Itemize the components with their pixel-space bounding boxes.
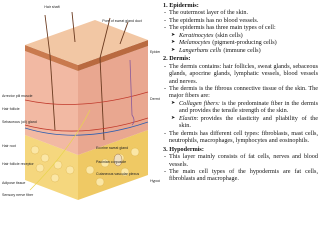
diagram-label: Dermis: [150, 97, 160, 101]
diagram-label: Hair follicle receptor: [2, 162, 35, 166]
bullet-item: The dermis is the fibrous connective tis…: [163, 85, 318, 100]
bullet-item: The dermis has different cell types: fib…: [163, 130, 318, 145]
diagram-label: Cutaneous vascular plexus: [96, 172, 139, 176]
sub-item: Elastin:provides the elasticity and plia…: [163, 115, 318, 130]
diagram-label: Hair root: [2, 144, 16, 148]
sub-item-text: is the predominate fiber in the dermis a…: [179, 99, 318, 115]
bullet-item: The outermost layer of the skin.: [163, 9, 318, 17]
notes: 1. Epidermis:The outermost layer of the …: [163, 1, 318, 183]
diagram-label: Eccrine sweat gland: [96, 146, 128, 150]
bullet-item: The dermis contains: hair follicles, swe…: [163, 63, 318, 85]
skin-block: [24, 11, 149, 200]
sub-item-term: Collagen fibers:: [179, 99, 220, 107]
sub-item: Melanocytes(pigment-producing cells): [163, 39, 318, 47]
diagram-label: Pacinian corpuscle: [96, 160, 126, 164]
sub-item-term: Langerhans cells: [179, 46, 222, 54]
sub-item: Collagen fibers:is the predominate fiber…: [163, 100, 318, 115]
bullet-item: The epidermis has three main types of ce…: [163, 24, 318, 32]
sub-item-text: (pigment-producing cells): [212, 39, 277, 47]
diagram-label: Hair follicle: [2, 107, 20, 111]
page: Hair shaft Pore of sweat gland duct Epider…: [0, 0, 320, 209]
diagram-label: Sensory nerve fiber: [2, 193, 34, 197]
sub-item-text: (skin cells): [215, 31, 243, 39]
diagram-label: Sebaceous (oil) gland: [2, 120, 37, 124]
sub-item: Keratinocytes(skin cells): [163, 31, 318, 40]
sub-item-text: provides the elasticity and pliability o…: [179, 114, 318, 130]
section-heading: 2. Dermis:: [163, 55, 191, 63]
skin-diagram: Hair shaft Pore of sweat gland duct Epider…: [2, 5, 160, 200]
bullet-item: The epidermis has no blood vessels.: [163, 17, 318, 25]
diagram-label: Adipose tissue: [2, 181, 25, 185]
bullet-item: This layer mainly consists of fat cells,…: [163, 153, 318, 168]
diagram-label: Hair shaft: [44, 5, 59, 9]
sub-item-text: (immune cells): [223, 46, 261, 54]
section-heading: 3. Hypodermis:: [163, 145, 204, 153]
sub-item: Langerhans cells(immune cells): [163, 46, 318, 55]
diagram-label: Epidermis: [150, 50, 160, 54]
sub-item-term: Keratinocytes: [179, 31, 214, 39]
diagram-label: Hypodermis: [150, 179, 160, 183]
section-heading: 1. Epidermis:: [163, 2, 199, 9]
diagram-label: Arrector pili muscle: [2, 94, 33, 98]
sub-item-term: Elastin:: [179, 114, 199, 122]
sub-item-term: Melanocytes: [179, 39, 211, 47]
diagram-label: Pore of sweat gland duct: [102, 19, 142, 23]
bullet-item: The main cell types of the hypodermis ar…: [163, 168, 318, 183]
